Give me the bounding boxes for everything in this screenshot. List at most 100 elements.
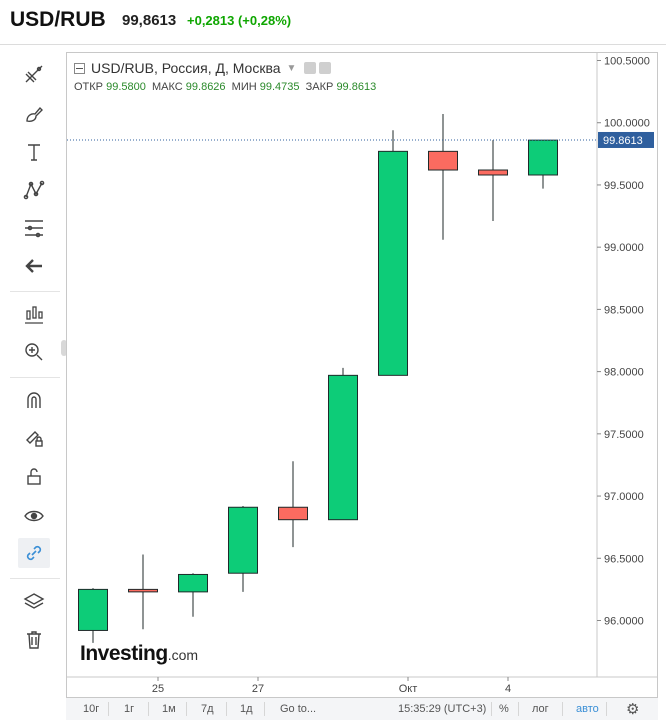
delete-tool[interactable]: [18, 625, 50, 655]
eye-icon: [24, 510, 44, 522]
chart-frame: [66, 52, 658, 698]
lock-drawing-tool[interactable]: [18, 423, 50, 453]
high-label: МАКС: [151, 81, 183, 93]
ohlc-values: ОТКР 99.5800 МАКС 99.8626 МИН 99.4735 ЗА…: [74, 81, 376, 93]
range-10y[interactable]: 10г: [83, 703, 100, 715]
unlock-icon: [27, 468, 41, 485]
magnet-tool[interactable]: [18, 385, 50, 415]
bar-divider: [108, 702, 109, 716]
candle-up: [228, 506, 258, 574]
last-price: 99,8613: [122, 12, 177, 29]
price-change: +0,2813 (+0,28%): [187, 13, 292, 28]
bar-divider: [518, 702, 519, 716]
back-arrow-icon: [25, 259, 42, 273]
chart-legend: USD/RUB, Россия, Д, Москва ▼ ОТКР 99.580…: [74, 60, 376, 93]
y-tick-label: 96.5000: [604, 553, 644, 565]
y-tick-label: 100.0000: [604, 118, 650, 130]
crosshair-icon: [25, 65, 43, 83]
logo-domain: .com: [167, 647, 199, 663]
candle-up: [328, 374, 358, 521]
layers-icon: [23, 593, 45, 609]
y-tick-label: 99.0000: [604, 242, 644, 254]
text-icon: [28, 144, 40, 161]
layers-tool[interactable]: [18, 587, 50, 617]
current-price-badge: [598, 131, 654, 148]
settings-icon[interactable]: [319, 62, 332, 74]
link-icon: [26, 545, 42, 561]
unlock-tool[interactable]: [18, 461, 50, 491]
collapse-legend-icon[interactable]: [74, 62, 85, 74]
close-value: 99.8613: [336, 81, 377, 93]
pattern-icon: [23, 180, 45, 200]
crosshair-tool[interactable]: [18, 59, 50, 89]
bar-divider: [264, 702, 265, 716]
range-1d[interactable]: 1д: [240, 703, 253, 715]
time-display[interactable]: 15:35:29 (UTC+3): [398, 703, 487, 715]
legend-title: USD/RUB, Россия, Д, Москва: [91, 60, 281, 76]
zoom-tool[interactable]: [18, 337, 50, 367]
y-tick-label: 100.5000: [604, 56, 650, 68]
candle-up: [78, 588, 108, 631]
low-value: 99.4735: [259, 81, 300, 93]
percent-toggle[interactable]: %: [499, 703, 509, 715]
y-tick-label: 97.0000: [604, 491, 644, 503]
log-toggle[interactable]: лог: [532, 703, 549, 715]
fib-icon: [25, 220, 43, 238]
brush-tool[interactable]: [18, 99, 50, 129]
brush-icon: [26, 106, 43, 122]
magnet-icon: [27, 392, 41, 408]
x-tick-label: 25: [152, 683, 164, 695]
x-tick-label: 27: [252, 683, 264, 695]
toolbar-divider: [10, 578, 60, 579]
auto-toggle[interactable]: авто: [576, 703, 599, 715]
link-tool[interactable]: [18, 538, 50, 568]
y-tick-label: 98.5000: [604, 304, 644, 316]
toolbar-divider: [10, 377, 60, 378]
close-label: ЗАКР: [305, 81, 334, 93]
range-7d[interactable]: 7д: [201, 703, 214, 715]
bar-divider: [226, 702, 227, 716]
y-tick-label: 98.0000: [604, 367, 644, 379]
range-1y[interactable]: 1г: [124, 703, 135, 715]
bar-divider: [606, 702, 607, 716]
trash-icon: [27, 631, 41, 649]
current-price-label: 99.8613: [603, 135, 643, 147]
zoom-icon: [25, 343, 43, 361]
candle-down: [128, 588, 158, 593]
drawing-toolbar: [0, 45, 66, 725]
candle-up: [528, 139, 558, 176]
candle-down: [478, 169, 508, 176]
range-1m[interactable]: 1м: [162, 703, 176, 715]
bar-divider: [148, 702, 149, 716]
bar-divider: [491, 702, 492, 716]
indicators-icon: [25, 306, 43, 324]
toolbar-collapse-handle[interactable]: [61, 340, 67, 356]
gear-icon[interactable]: ⚙: [626, 701, 640, 718]
chevron-down-icon[interactable]: ▼: [286, 62, 297, 74]
y-tick-label: 99.5000: [604, 180, 644, 192]
low-label: МИН: [231, 81, 257, 93]
visibility-icon[interactable]: [304, 62, 317, 74]
goto-button[interactable]: Go to...: [280, 703, 317, 715]
visibility-tool[interactable]: [18, 501, 50, 531]
lock-drawing-icon: [26, 431, 43, 447]
bar-divider: [186, 702, 187, 716]
indicators-tool[interactable]: [18, 299, 50, 329]
logo-brand: Investing: [80, 642, 168, 665]
x-tick-label: Окт: [399, 683, 418, 695]
bar-divider: [562, 702, 563, 716]
fib-tool[interactable]: [18, 213, 50, 243]
candle-down: [278, 506, 308, 521]
symbol-title: USD/RUB: [10, 8, 106, 31]
open-value: 99.5800: [106, 81, 146, 93]
y-tick-label: 96.0000: [604, 616, 644, 628]
pattern-tool[interactable]: [18, 175, 50, 205]
header-divider: [0, 44, 666, 45]
investing-logo: Investing.com: [80, 642, 198, 666]
y-tick-label: 97.5000: [604, 429, 644, 441]
candle-up: [178, 573, 208, 593]
open-label: ОТКР: [74, 81, 104, 93]
back-tool[interactable]: [18, 251, 50, 281]
text-tool[interactable]: [18, 137, 50, 167]
